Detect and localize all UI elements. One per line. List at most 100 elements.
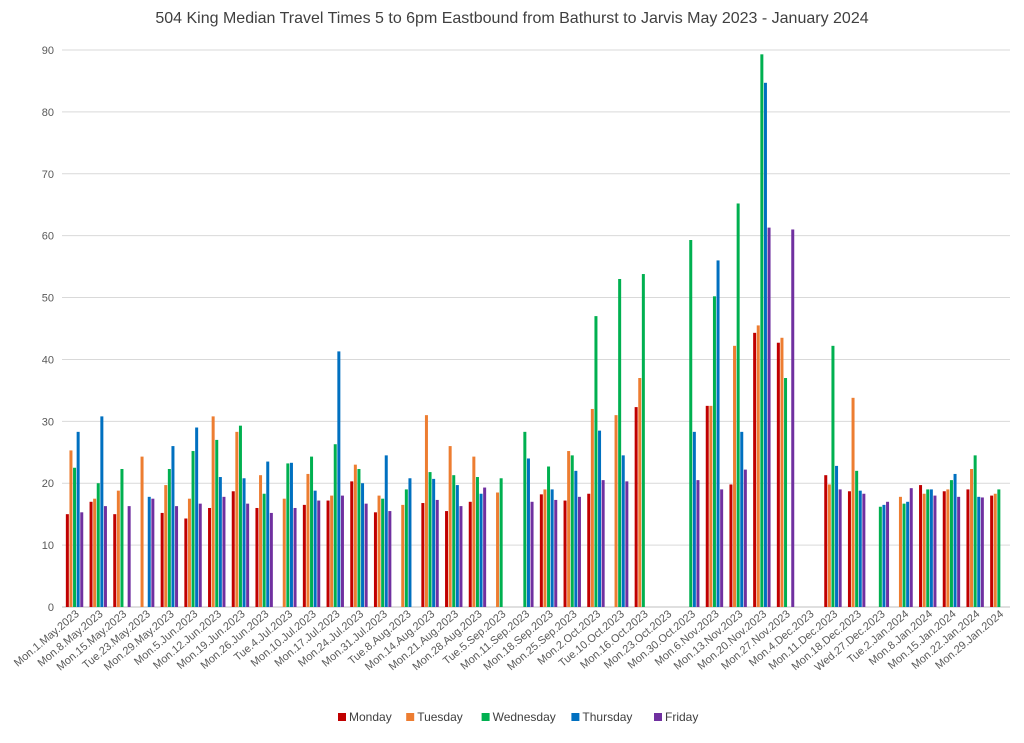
bar-monday-8 — [255, 507, 259, 607]
bar-friday-27 — [720, 489, 724, 607]
bar-friday-35 — [909, 488, 913, 607]
bar-thursday-13 — [384, 455, 388, 607]
legend-label-wednesday: Wednesday — [493, 710, 556, 724]
bar-monday-37 — [942, 491, 946, 607]
bar-tuesday-38 — [970, 468, 974, 607]
bar-tuesday-5 — [187, 498, 191, 607]
bar-monday-30 — [776, 342, 780, 607]
bar-friday-19 — [530, 501, 534, 607]
bar-friday-37 — [957, 496, 961, 607]
bar-friday-26 — [696, 480, 700, 607]
bar-thursday-11 — [337, 351, 341, 607]
bar-tuesday-13 — [377, 495, 381, 607]
bar-monday-33 — [847, 491, 851, 607]
bar-tuesday-1 — [93, 498, 97, 607]
bar-thursday-26 — [692, 431, 696, 607]
bar-monday-10 — [302, 504, 306, 607]
y-tick-label: 80 — [42, 107, 54, 119]
legend-swatch-monday — [338, 713, 346, 721]
bar-thursday-0 — [76, 431, 80, 607]
bar-wednesday-27 — [712, 296, 716, 607]
bar-monday-39 — [990, 495, 994, 607]
bar-thursday-16 — [455, 485, 459, 607]
bar-tuesday-15 — [424, 415, 428, 607]
bar-thursday-28 — [740, 431, 744, 607]
bar-tuesday-17 — [472, 456, 476, 607]
bar-monday-20 — [539, 494, 543, 607]
legend-swatch-wednesday — [481, 713, 490, 721]
y-tick-label: 20 — [42, 478, 54, 490]
bar-monday-13 — [373, 512, 377, 607]
bar-thursday-34 — [882, 504, 886, 607]
bar-friday-9 — [293, 507, 297, 607]
bar-wednesday-6 — [215, 439, 219, 607]
bar-friday-38 — [980, 497, 984, 607]
bar-tuesday-39 — [993, 493, 997, 607]
bar-tuesday-16 — [448, 446, 452, 607]
bar-tuesday-10 — [306, 473, 310, 607]
y-tick-label: 70 — [42, 169, 54, 181]
bar-wednesday-2 — [120, 468, 124, 607]
y-tick-label: 10 — [42, 540, 54, 552]
bar-wednesday-33 — [855, 470, 859, 607]
bar-wednesday-13 — [381, 498, 385, 607]
bar-friday-23 — [625, 481, 629, 607]
bar-monday-15 — [421, 503, 425, 607]
bar-monday-27 — [705, 405, 709, 607]
bar-wednesday-19 — [523, 431, 527, 607]
bar-wednesday-22 — [594, 316, 598, 607]
bar-tuesday-28 — [733, 345, 737, 607]
bar-monday-4 — [160, 512, 164, 607]
bar-monday-1 — [89, 501, 93, 607]
bar-tuesday-8 — [259, 475, 263, 607]
bar-tuesday-22 — [590, 408, 594, 607]
bar-wednesday-12 — [357, 468, 361, 607]
bar-thursday-29 — [763, 82, 767, 608]
bar-tuesday-32 — [827, 484, 831, 607]
bar-tuesday-9 — [282, 498, 286, 607]
bar-wednesday-39 — [997, 489, 1001, 607]
bar-friday-2 — [127, 506, 131, 607]
bar-friday-0 — [80, 512, 84, 607]
bar-friday-5 — [198, 503, 202, 607]
bar-monday-38 — [966, 489, 970, 607]
bar-thursday-17 — [479, 493, 483, 607]
bar-tuesday-27 — [709, 405, 713, 607]
bar-friday-11 — [340, 495, 344, 607]
bar-wednesday-5 — [191, 451, 195, 607]
legend-label-friday: Friday — [665, 710, 698, 724]
bar-thursday-12 — [361, 483, 365, 607]
bar-thursday-5 — [195, 427, 199, 607]
bar-wednesday-14 — [404, 489, 408, 607]
bar-thursday-19 — [526, 458, 530, 607]
bar-friday-29 — [767, 227, 771, 607]
bar-tuesday-21 — [567, 451, 571, 607]
bar-wednesday-24 — [641, 274, 645, 607]
bar-wednesday-30 — [784, 378, 788, 607]
bar-friday-33 — [862, 493, 866, 607]
legend-swatch-thursday — [571, 713, 580, 721]
bar-wednesday-9 — [286, 463, 290, 607]
y-tick-label: 50 — [42, 293, 54, 305]
bar-friday-10 — [317, 500, 321, 607]
x-axis-tick-labels: Mon.1.May.2023Mon.8.May.2023Mon.15.May.2… — [12, 608, 1006, 674]
bar-friday-28 — [743, 469, 747, 607]
bar-tuesday-7 — [235, 431, 239, 607]
bar-monday-17 — [468, 501, 472, 607]
bar-thursday-7 — [242, 478, 246, 607]
bar-friday-12 — [364, 503, 368, 607]
bar-tuesday-35 — [898, 496, 902, 607]
legend-label-monday: Monday — [349, 710, 392, 724]
bar-wednesday-21 — [570, 455, 574, 607]
bar-wednesday-11 — [333, 444, 337, 607]
bar-monday-2 — [113, 514, 117, 607]
bar-monday-6 — [208, 507, 212, 607]
bar-tuesday-2 — [116, 490, 120, 607]
bar-monday-0 — [65, 514, 69, 607]
bar-thursday-8 — [266, 461, 270, 607]
bar-wednesday-29 — [760, 54, 764, 607]
gridlines — [62, 49, 1010, 608]
bar-friday-32 — [838, 489, 842, 607]
bar-wednesday-1 — [96, 483, 100, 607]
bar-wednesday-35 — [902, 503, 906, 607]
